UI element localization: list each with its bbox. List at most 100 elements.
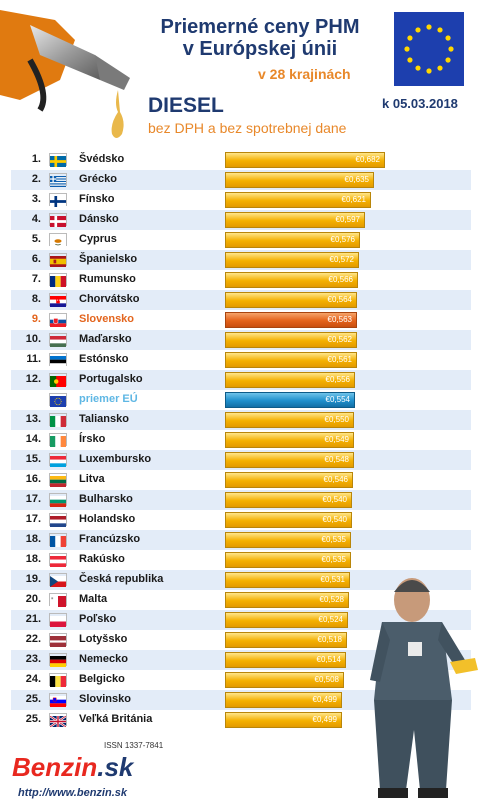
rank-label: 25.: [25, 713, 41, 725]
price-value-label: €0,550: [324, 415, 349, 424]
price-bar: €0,546: [225, 472, 353, 488]
flag-se-icon: [49, 153, 67, 167]
price-bar: €0,554: [225, 392, 355, 408]
flag-fi-icon: [49, 193, 67, 207]
price-value-label: €0,556: [325, 375, 350, 384]
price-value-label: €0,621: [341, 195, 366, 204]
flag-mt-icon: [49, 593, 67, 607]
price-value-label: €0,554: [325, 395, 350, 404]
country-label: Malta: [79, 593, 108, 605]
rank-label: 20.: [25, 593, 41, 605]
country-label: Chorvátsko: [79, 293, 140, 305]
table-row: 17. Bulharsko €0,540: [11, 490, 471, 510]
table-row: 22. Lotyšsko €0,518: [11, 630, 471, 650]
flag-lt-icon: [49, 473, 67, 487]
price-value-label: €0,549: [324, 435, 349, 444]
table-row: 24. Belgicko €0,508: [11, 670, 471, 690]
rank-label: 17.: [25, 493, 41, 505]
website-link[interactable]: http://www.benzin.sk: [18, 787, 127, 799]
price-value-label: €0,531: [320, 575, 345, 584]
rank-label: 8.: [31, 293, 41, 305]
rank-label: 25.: [25, 693, 41, 705]
price-bar: €0,535: [225, 532, 351, 548]
rank-label: 2.: [31, 173, 41, 185]
price-bar: €0,556: [225, 372, 355, 388]
price-value-label: €0,499: [312, 715, 337, 724]
price-value-label: €0,572: [329, 255, 354, 264]
eu-flag-icon: [394, 12, 464, 86]
country-label: Estónsko: [79, 353, 129, 365]
title-line-2: v Európskej únii: [182, 38, 338, 60]
flag-si-icon: [49, 693, 67, 707]
country-label: Cyprus: [79, 233, 117, 245]
flag-gb-icon: [49, 713, 67, 728]
country-label: Bulharsko: [79, 493, 133, 505]
price-bar: €0,531: [225, 572, 350, 588]
price-bar: €0,518: [225, 632, 347, 648]
rank-label: 24.: [25, 673, 41, 685]
rank-label: 16.: [25, 473, 41, 485]
price-value-label: €0,508: [314, 675, 339, 684]
price-value-label: €0,499: [312, 695, 337, 704]
price-bar: €0,499: [225, 692, 342, 708]
table-row: 25. Veľká Británia €0,499: [11, 710, 471, 730]
country-label: Česká republika: [79, 573, 164, 585]
price-value-label: €0,535: [321, 535, 346, 544]
table-row: 2. Grécko €0,635: [11, 170, 471, 190]
table-row: 5. Cyprus €0,576: [11, 230, 471, 250]
flag-hr-icon: [49, 293, 67, 307]
price-value-label: €0,546: [323, 475, 348, 484]
benzin-logo: Benzin.sk: [12, 752, 133, 783]
price-table: 1. Švédsko €0,682 2. Grécko €0,635 3. Fínsko €0,…: [11, 150, 471, 730]
rank-label: 4.: [31, 213, 41, 225]
flag-de-icon: [49, 653, 67, 667]
rank-label: 13.: [25, 413, 41, 425]
country-label: Nemecko: [79, 653, 128, 665]
table-row: 4. Dánsko €0,597: [11, 210, 471, 230]
table-row: 1. Švédsko €0,682: [11, 150, 471, 170]
country-label: Írsko: [79, 433, 106, 445]
title-line-1: Priemerné ceny PHM: [160, 16, 360, 38]
table-row: 3. Fínsko €0,621: [11, 190, 471, 210]
country-label: Španielsko: [79, 253, 138, 265]
price-value-label: €0,518: [317, 635, 342, 644]
rank-label: 14.: [25, 433, 41, 445]
country-label: Grécko: [79, 173, 117, 185]
price-bar: €0,635: [225, 172, 374, 188]
country-label: priemer EÚ: [79, 393, 138, 405]
tax-note: bez DPH a bez spotrebnej dane: [148, 120, 347, 136]
rank-label: 22.: [25, 633, 41, 645]
table-row: 18. Francúzsko €0,535: [11, 530, 471, 550]
table-row: 12. Portugalsko €0,556: [11, 370, 471, 390]
table-row: 23. Nemecko €0,514: [11, 650, 471, 670]
price-value-label: €0,635: [344, 175, 369, 184]
table-row: 15. Luxembursko €0,548: [11, 450, 471, 470]
price-bar: €0,540: [225, 492, 352, 508]
price-value-label: €0,597: [335, 215, 360, 224]
flag-pt-icon: [49, 373, 67, 387]
rank-label: 19.: [25, 573, 41, 585]
price-bar: €0,514: [225, 652, 346, 668]
table-row: 21. Poľsko €0,524: [11, 610, 471, 630]
country-label: Veľká Británia: [79, 713, 153, 725]
flag-at-icon: [49, 553, 67, 567]
price-bar: €0,572: [225, 252, 359, 268]
country-label: Belgicko: [79, 673, 125, 685]
country-label: Luxembursko: [79, 453, 152, 465]
flag-hu-icon: [49, 333, 67, 347]
table-row: 6. Španielsko €0,572: [11, 250, 471, 270]
table-row: 9. Slovensko €0,563: [11, 310, 471, 330]
table-row: 7. Rumunsko €0,566: [11, 270, 471, 290]
price-bar: €0,562: [225, 332, 357, 348]
flag-eu-icon: [49, 393, 67, 407]
price-value-label: €0,561: [327, 355, 352, 364]
table-row: 25. Slovinsko €0,499: [11, 690, 471, 710]
date-label: k 05.03.2018: [382, 96, 458, 111]
rank-label: 6.: [31, 253, 41, 265]
price-bar: €0,563: [225, 312, 357, 328]
country-label: Maďarsko: [79, 333, 132, 345]
price-value-label: €0,564: [327, 295, 352, 304]
price-bar: €0,550: [225, 412, 354, 428]
rank-label: 5.: [31, 233, 41, 245]
issn-label: ISSN 1337-7841: [104, 741, 164, 750]
